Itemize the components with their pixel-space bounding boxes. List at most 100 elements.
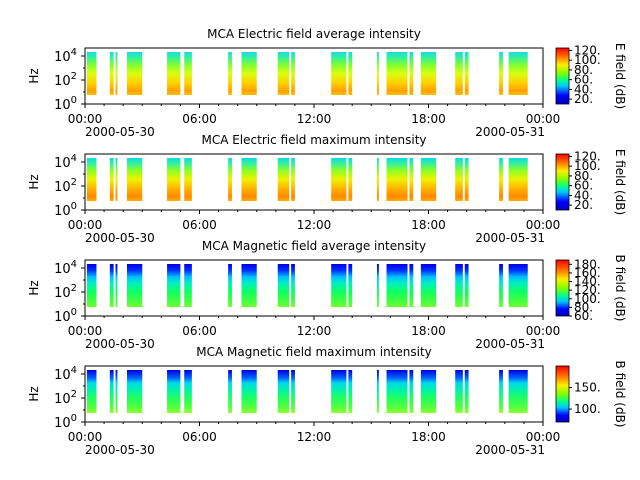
data-block bbox=[420, 264, 437, 307]
colorbar-tick-label: 140. bbox=[574, 275, 601, 289]
data-block bbox=[291, 52, 295, 95]
colorbar-tick-label: 100. bbox=[574, 292, 601, 306]
colorbar-tick-label: 80. bbox=[574, 300, 593, 314]
x-tick-label: 12:00 bbox=[297, 324, 332, 338]
x-tick-label: 06:00 bbox=[182, 324, 217, 338]
colorbar-tick-label: 20. bbox=[574, 198, 593, 212]
x-tick-label: 00:00 bbox=[526, 324, 561, 338]
data-block bbox=[409, 264, 414, 307]
x-tick-label: 06:00 bbox=[182, 112, 217, 126]
data-block bbox=[228, 158, 232, 201]
colorbar-tick-label: 100. bbox=[574, 402, 601, 416]
colorbar-tick-label: 60. bbox=[574, 309, 593, 323]
data-block bbox=[464, 264, 469, 307]
data-block bbox=[291, 264, 295, 307]
x-tick-label: 18:00 bbox=[411, 324, 446, 338]
data-block bbox=[109, 370, 114, 413]
colorbar-tick-label: 150. bbox=[574, 381, 601, 395]
y-tick-label: 102 bbox=[54, 283, 77, 301]
data-block bbox=[167, 264, 181, 307]
x-tick-label: 12:00 bbox=[297, 218, 332, 232]
data-block bbox=[499, 370, 503, 413]
x-tick-label: 06:00 bbox=[182, 430, 217, 444]
data-block bbox=[228, 370, 232, 413]
y-tick-label: 102 bbox=[54, 389, 77, 407]
data-block bbox=[508, 158, 528, 201]
colorbar-tick-label: 80. bbox=[574, 169, 593, 183]
y-axis-label: Hz bbox=[27, 386, 41, 401]
data-block bbox=[499, 158, 503, 201]
data-block bbox=[386, 158, 408, 201]
colorbar-tick-label: 80. bbox=[574, 63, 593, 77]
data-block bbox=[409, 52, 414, 95]
y-axis-label: Hz bbox=[27, 68, 41, 83]
x-tick-label: 06:00 bbox=[182, 218, 217, 232]
data-block bbox=[167, 52, 181, 95]
data-block bbox=[184, 52, 192, 95]
colorbar-tick-label: 160. bbox=[574, 266, 601, 280]
colorbar bbox=[555, 153, 570, 211]
colorbar bbox=[555, 259, 570, 317]
chart-title: MCA Magnetic field maximum intensity bbox=[196, 345, 432, 359]
x-date-start: 2000-05-30 bbox=[85, 337, 155, 351]
y-tick-label: 100 bbox=[54, 95, 77, 113]
colorbar-tick-label: 40. bbox=[574, 82, 593, 96]
colorbar-tick-label: 100. bbox=[574, 53, 601, 67]
data-block bbox=[348, 52, 353, 95]
x-tick-label: 00:00 bbox=[526, 430, 561, 444]
colorbar bbox=[555, 47, 570, 105]
data-block bbox=[109, 52, 114, 95]
data-block bbox=[331, 370, 347, 413]
data-block bbox=[109, 264, 114, 307]
chart-title: MCA Electric field maximum intensity bbox=[201, 133, 426, 147]
data-block bbox=[464, 52, 469, 95]
panel-1: MCA Electric field average intensity Hz 10… bbox=[27, 27, 627, 139]
colorbar-label: E field (dB) bbox=[613, 43, 627, 109]
y-tick-label: 104 bbox=[54, 365, 77, 383]
data-block bbox=[167, 370, 181, 413]
data-block bbox=[508, 52, 528, 95]
data-block bbox=[241, 264, 257, 307]
data-block bbox=[277, 158, 290, 201]
colorbar-tick-label: 120. bbox=[574, 43, 601, 57]
y-tick-label: 100 bbox=[54, 307, 77, 325]
data-block bbox=[109, 158, 114, 201]
data-block bbox=[241, 370, 257, 413]
colorbar-tick-label: 180. bbox=[574, 257, 601, 271]
y-tick-label: 104 bbox=[54, 47, 77, 65]
x-tick-label: 18:00 bbox=[411, 112, 446, 126]
data-block bbox=[464, 158, 469, 201]
data-block bbox=[228, 52, 232, 95]
data-block bbox=[455, 158, 463, 201]
colorbar-label: E field (dB) bbox=[613, 149, 627, 215]
data-block bbox=[331, 52, 347, 95]
data-block bbox=[376, 158, 379, 201]
data-block bbox=[86, 158, 97, 201]
colorbar bbox=[555, 365, 570, 423]
data-block bbox=[508, 264, 528, 307]
colorbar-tick-label: 120. bbox=[574, 149, 601, 163]
data-block bbox=[499, 52, 503, 95]
data-block bbox=[115, 370, 118, 413]
data-block bbox=[499, 264, 503, 307]
data-block bbox=[331, 264, 347, 307]
data-block bbox=[291, 158, 295, 201]
y-tick-label: 100 bbox=[54, 413, 77, 431]
x-tick-label: 00:00 bbox=[68, 324, 103, 338]
data-block bbox=[86, 264, 97, 307]
data-block bbox=[508, 370, 528, 413]
x-date-end: 2000-05-31 bbox=[475, 125, 545, 139]
colorbar-tick-label: 20. bbox=[574, 92, 593, 106]
data-block bbox=[409, 370, 414, 413]
x-date-start: 2000-05-30 bbox=[85, 443, 155, 457]
y-tick-label: 104 bbox=[54, 153, 77, 171]
colorbar-tick-label: 60. bbox=[574, 73, 593, 87]
x-tick-label: 00:00 bbox=[68, 112, 103, 126]
data-block bbox=[277, 370, 290, 413]
data-block bbox=[420, 52, 437, 95]
x-date-start: 2000-05-30 bbox=[85, 231, 155, 245]
data-block bbox=[420, 158, 437, 201]
data-block bbox=[386, 52, 408, 95]
colorbar-tick-label: 40. bbox=[574, 188, 593, 202]
